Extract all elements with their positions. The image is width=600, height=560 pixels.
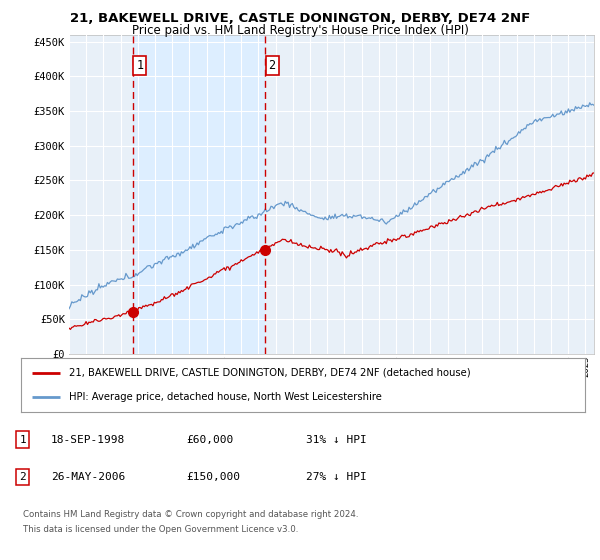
Text: 2: 2 xyxy=(19,472,26,482)
Text: £60,000: £60,000 xyxy=(186,435,233,445)
Text: 2: 2 xyxy=(269,59,275,72)
Text: 1: 1 xyxy=(19,435,26,445)
Text: £150,000: £150,000 xyxy=(186,472,240,482)
Text: 18-SEP-1998: 18-SEP-1998 xyxy=(51,435,125,445)
Text: 31% ↓ HPI: 31% ↓ HPI xyxy=(306,435,367,445)
Text: 21, BAKEWELL DRIVE, CASTLE DONINGTON, DERBY, DE74 2NF: 21, BAKEWELL DRIVE, CASTLE DONINGTON, DE… xyxy=(70,12,530,25)
Text: 21, BAKEWELL DRIVE, CASTLE DONINGTON, DERBY, DE74 2NF (detached house): 21, BAKEWELL DRIVE, CASTLE DONINGTON, DE… xyxy=(69,368,470,378)
Text: 1: 1 xyxy=(136,59,143,72)
Bar xyxy=(133,35,265,354)
Text: This data is licensed under the Open Government Licence v3.0.: This data is licensed under the Open Gov… xyxy=(23,525,298,534)
Text: HPI: Average price, detached house, North West Leicestershire: HPI: Average price, detached house, Nort… xyxy=(69,392,382,402)
Text: Contains HM Land Registry data © Crown copyright and database right 2024.: Contains HM Land Registry data © Crown c… xyxy=(23,510,358,519)
Text: 26-MAY-2006: 26-MAY-2006 xyxy=(51,472,125,482)
Text: Price paid vs. HM Land Registry's House Price Index (HPI): Price paid vs. HM Land Registry's House … xyxy=(131,24,469,36)
Text: 27% ↓ HPI: 27% ↓ HPI xyxy=(306,472,367,482)
